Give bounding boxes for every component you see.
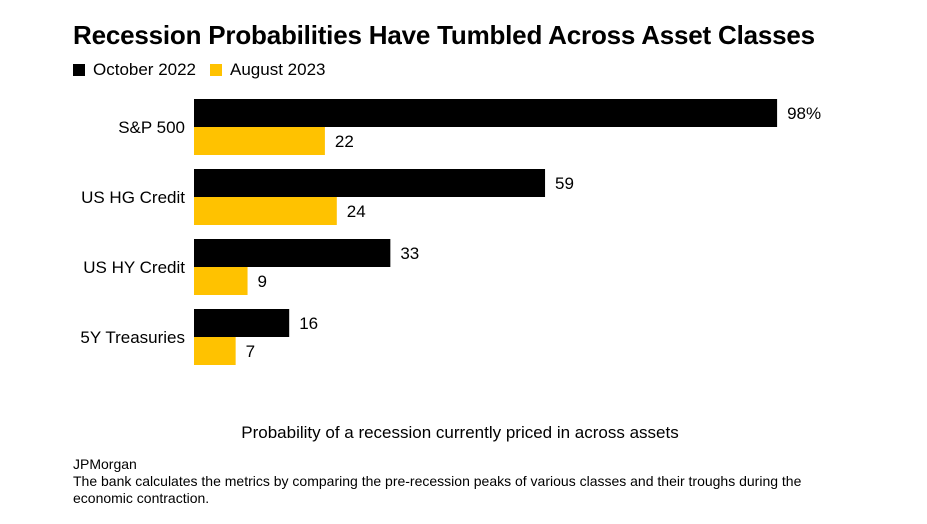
bar-us-hg-credit-october-2022	[194, 169, 546, 197]
legend-item-october-2022: October 2022	[73, 60, 196, 80]
legend-swatch-october-2022	[73, 64, 85, 76]
bar-us-hy-credit-august-2023	[194, 267, 248, 295]
data-label-5y-treasuries-october-2022: 16	[299, 314, 318, 333]
bar-us-hg-credit-august-2023	[194, 197, 337, 225]
bar-s-p-500-october-2022	[194, 99, 778, 127]
data-label-us-hg-credit-august-2023: 24	[347, 202, 366, 221]
bar-5y-treasuries-august-2023	[194, 337, 236, 365]
legend-item-august-2023: August 2023	[210, 60, 325, 80]
category-label-us-hy-credit: US HY Credit	[83, 258, 185, 277]
category-label-s-p-500: S&P 500	[118, 118, 185, 137]
category-label-us-hg-credit: US HG Credit	[81, 188, 185, 207]
legend: October 2022 August 2023	[73, 60, 339, 80]
data-label-us-hy-credit-august-2023: 9	[258, 272, 267, 291]
data-label-s-p-500-october-2022: 98%	[787, 104, 821, 123]
data-label-us-hg-credit-october-2022: 59	[555, 174, 574, 193]
category-label-5y-treasuries: 5Y Treasuries	[80, 328, 185, 347]
legend-swatch-august-2023	[210, 64, 223, 76]
footnote: The bank calculates the metrics by compa…	[73, 473, 802, 506]
data-label-5y-treasuries-august-2023: 7	[246, 342, 255, 361]
bar-us-hy-credit-october-2022	[194, 239, 391, 267]
data-label-us-hy-credit-october-2022: 33	[400, 244, 419, 263]
data-label-s-p-500-august-2023: 22	[335, 132, 354, 151]
bar-5y-treasuries-october-2022	[194, 309, 290, 337]
legend-label-august-2023: August 2023	[230, 60, 326, 79]
bar-s-p-500-august-2023	[194, 127, 325, 155]
legend-label-october-2022: October 2022	[93, 60, 197, 79]
chart-title: Recession Probabilities Have Tumbled Acr…	[73, 20, 815, 50]
bar-chart: S&P 500 98% 22 US HG Credit 59 24 US HY Credit…	[80, 99, 821, 365]
x-axis-label: Probability of a recession currently pri…	[241, 423, 679, 442]
source-label: JPMorgan	[73, 456, 137, 472]
